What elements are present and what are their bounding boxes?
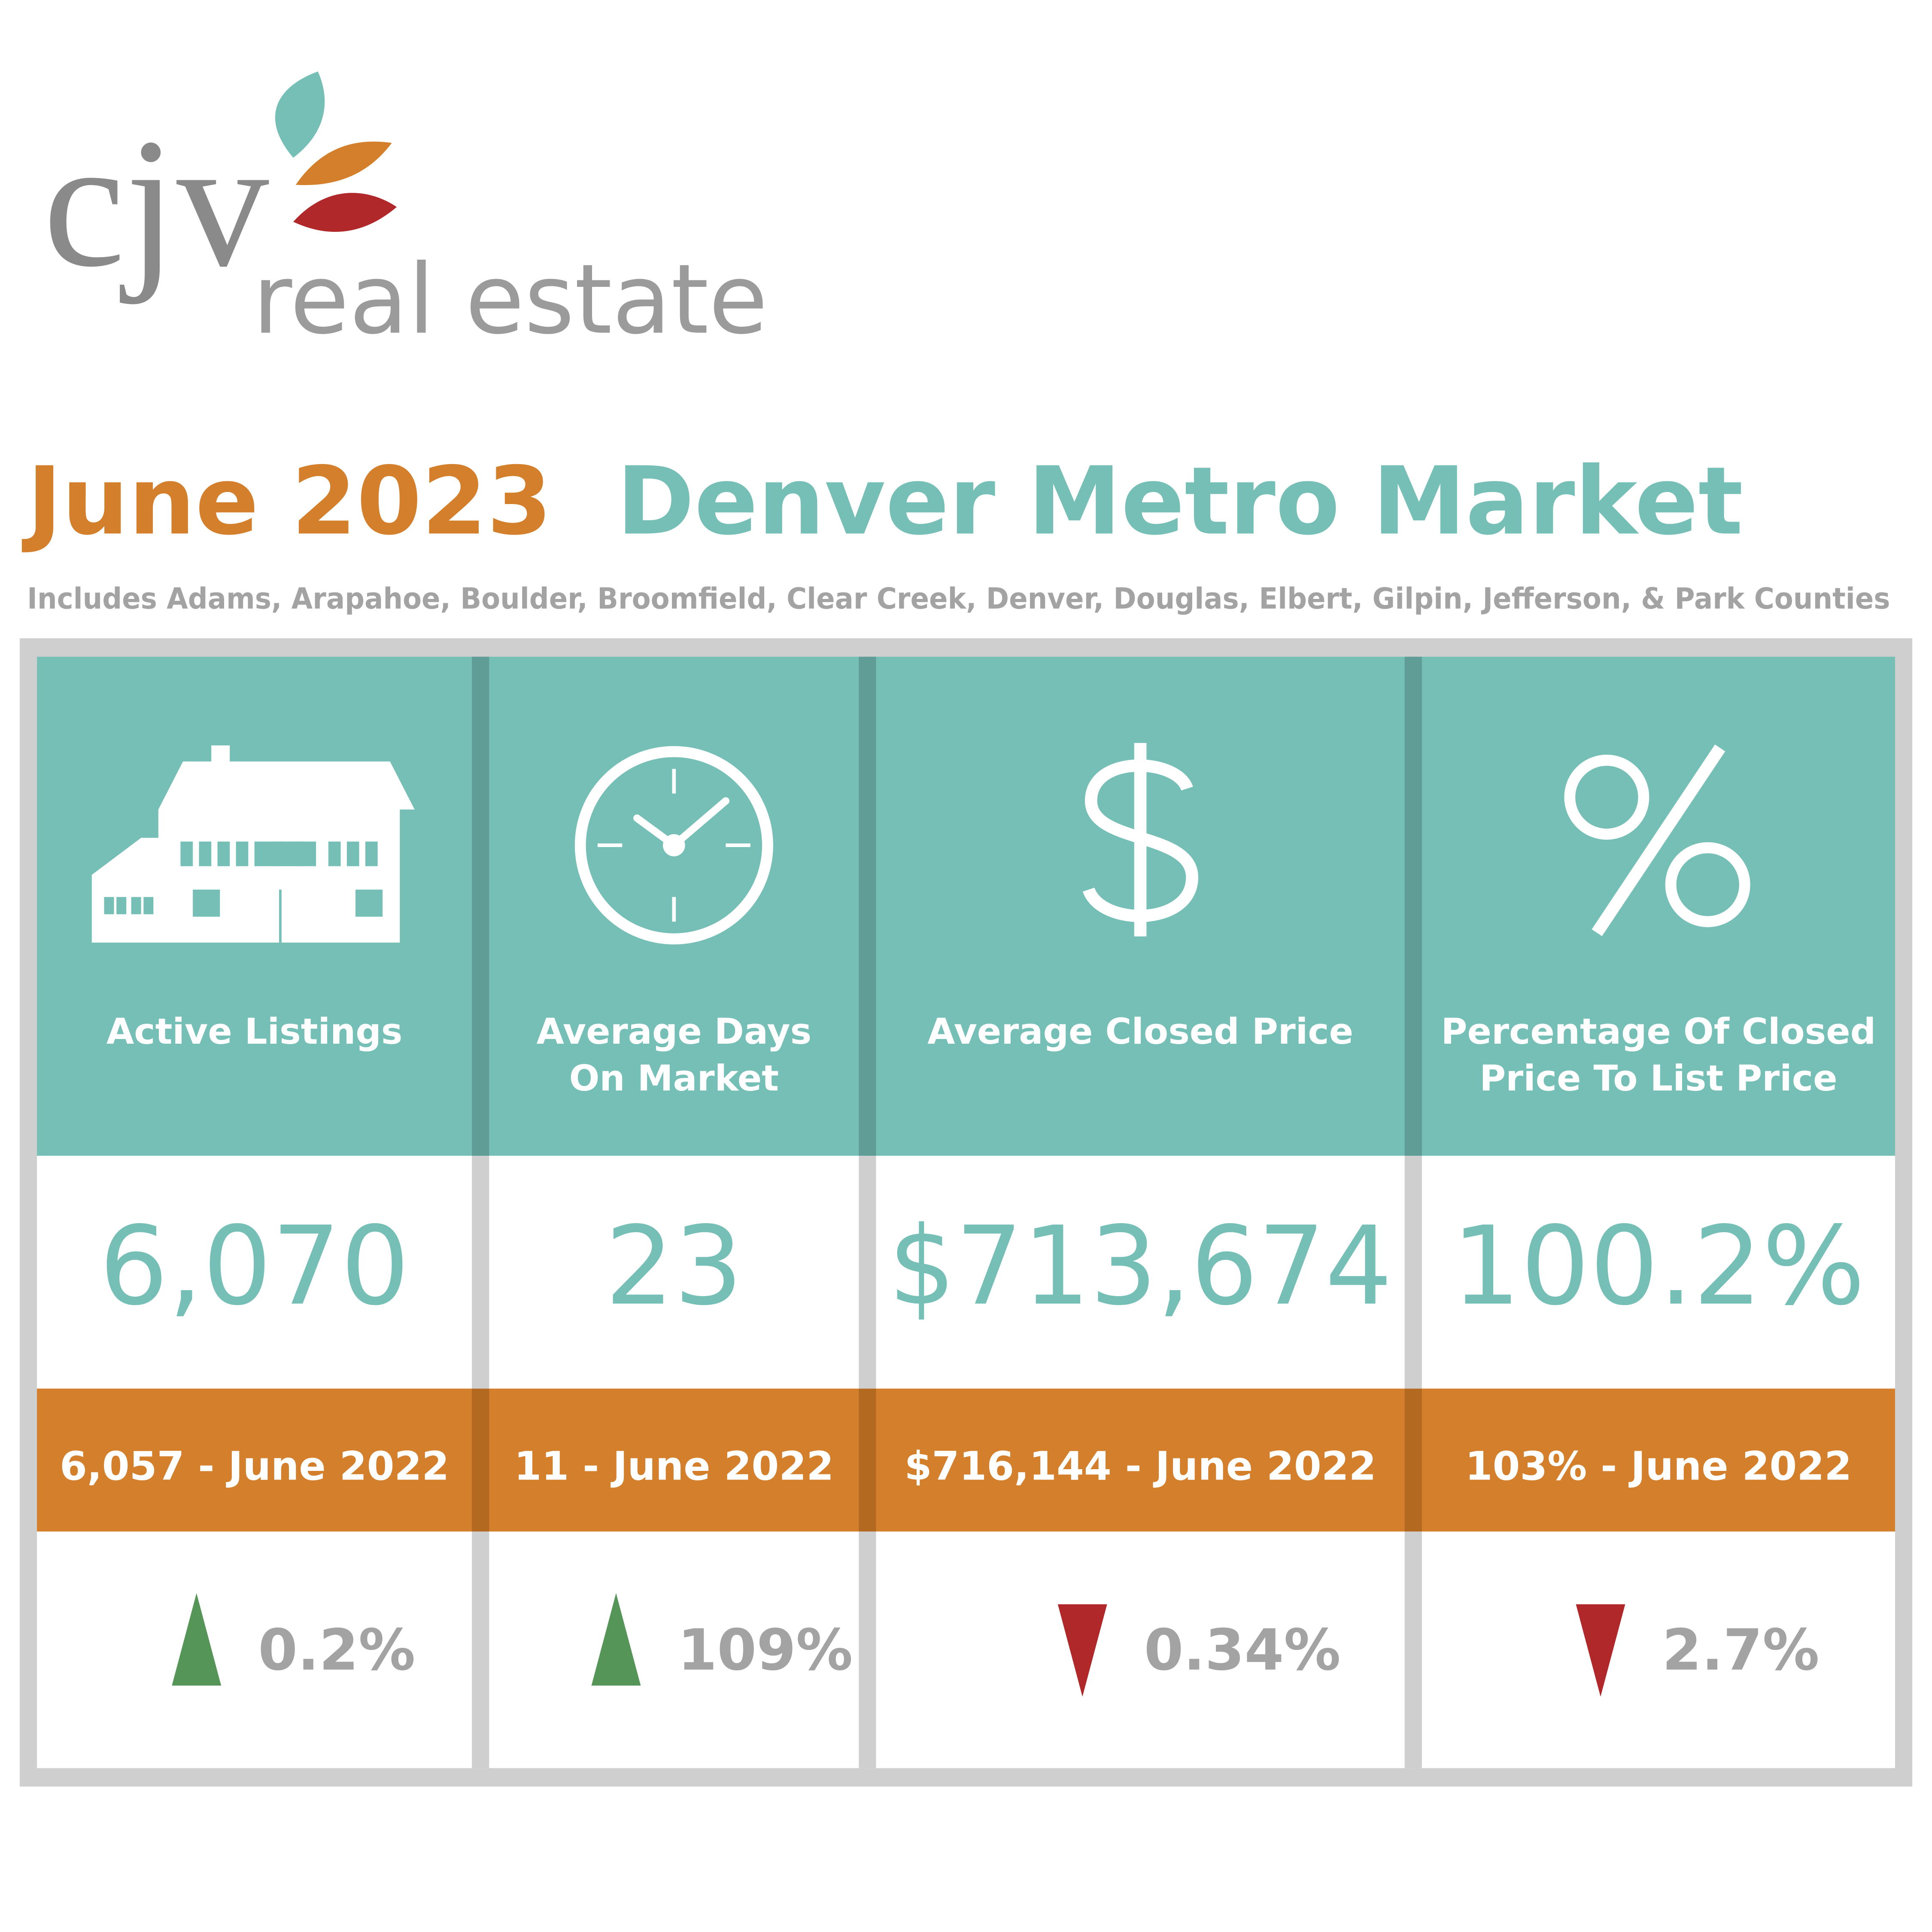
logo-tagline: real estate — [252, 243, 768, 355]
card-prior: 11 - June 2022 — [514, 1443, 834, 1489]
door — [279, 890, 282, 943]
divider-orange — [472, 1388, 489, 1532]
percent-slash — [1592, 744, 1725, 936]
card-label: Average Closed Price — [927, 1011, 1353, 1052]
divider-teal — [859, 656, 876, 1156]
divider-orange — [859, 1388, 876, 1532]
clock-icon — [574, 746, 773, 945]
divider-white — [472, 1155, 489, 1389]
dollar-s — [1082, 759, 1198, 922]
card-label: Active Listings — [106, 1011, 402, 1052]
card-prior: $716,144 - June 2022 — [905, 1443, 1376, 1489]
percent-icon — [1564, 744, 1750, 936]
divider-orange — [1404, 1388, 1422, 1532]
window — [180, 841, 193, 866]
percent-dot — [1564, 754, 1649, 840]
title-market: Denver Metro Market — [617, 447, 1743, 556]
cards: Active Listings 6,070 6,057 - June 2022 0.2… — [37, 656, 1895, 1768]
logo-mark: cjv — [43, 100, 269, 305]
percent-dot — [1665, 842, 1750, 927]
window — [365, 841, 378, 866]
card-prior: 103% - June 2022 — [1465, 1443, 1852, 1489]
window — [143, 897, 154, 914]
clock-face — [574, 746, 773, 945]
title: June 2023 Denver Metro Market — [21, 447, 1743, 556]
card-value: 100.2% — [1452, 1203, 1865, 1329]
clock-hand — [670, 797, 729, 849]
trend-arrow — [1576, 1604, 1625, 1697]
divider-white — [1404, 1155, 1422, 1389]
card-prior: 6,057 - June 2022 — [60, 1443, 449, 1489]
leaf-orange — [295, 141, 392, 185]
card-label: Price To List Price — [1479, 1057, 1837, 1099]
window — [199, 841, 212, 866]
card-value: 23 — [605, 1203, 743, 1329]
card-label: Percentage Of Closed — [1441, 1011, 1876, 1052]
window — [116, 897, 127, 914]
divider-teal — [472, 656, 489, 1156]
divider-white — [472, 1531, 489, 1768]
card-change: 0.2% — [258, 1617, 415, 1683]
house-shape — [91, 745, 415, 943]
window — [328, 841, 341, 866]
leaf-red — [293, 193, 397, 232]
card-change: 0.34% — [1144, 1617, 1341, 1683]
card-change: 2.7% — [1662, 1617, 1819, 1683]
window — [346, 841, 359, 866]
window-row — [254, 841, 316, 866]
logo-leaves — [275, 71, 397, 232]
divider-white — [859, 1531, 876, 1768]
card-value: 6,070 — [99, 1203, 410, 1329]
window — [217, 841, 230, 866]
window — [104, 897, 114, 914]
window — [355, 890, 383, 917]
subtitle: Includes Adams, Arapahoe, Boulder, Broom… — [27, 582, 1890, 616]
title-date: June 2023 — [21, 447, 552, 556]
divider-white — [859, 1155, 876, 1389]
window — [131, 897, 141, 914]
trend-arrow — [172, 1593, 222, 1686]
prior-band — [37, 1388, 1895, 1532]
clock-center — [663, 834, 685, 857]
divider-teal — [1404, 656, 1422, 1156]
card-label: On Market — [569, 1057, 779, 1099]
house-icon — [91, 745, 415, 943]
divider-white — [1404, 1531, 1422, 1768]
window — [193, 890, 220, 917]
card-change: 109% — [677, 1617, 853, 1683]
change-band — [37, 1531, 1895, 1768]
value-band — [37, 1155, 1895, 1389]
card-value: $713,674 — [888, 1203, 1392, 1329]
dollar-icon — [1082, 743, 1198, 937]
window — [236, 841, 249, 866]
trend-arrow — [1057, 1604, 1107, 1697]
trend-arrow — [591, 1593, 641, 1686]
leaf-teal — [275, 71, 325, 158]
card-label: Average Days — [536, 1011, 811, 1052]
